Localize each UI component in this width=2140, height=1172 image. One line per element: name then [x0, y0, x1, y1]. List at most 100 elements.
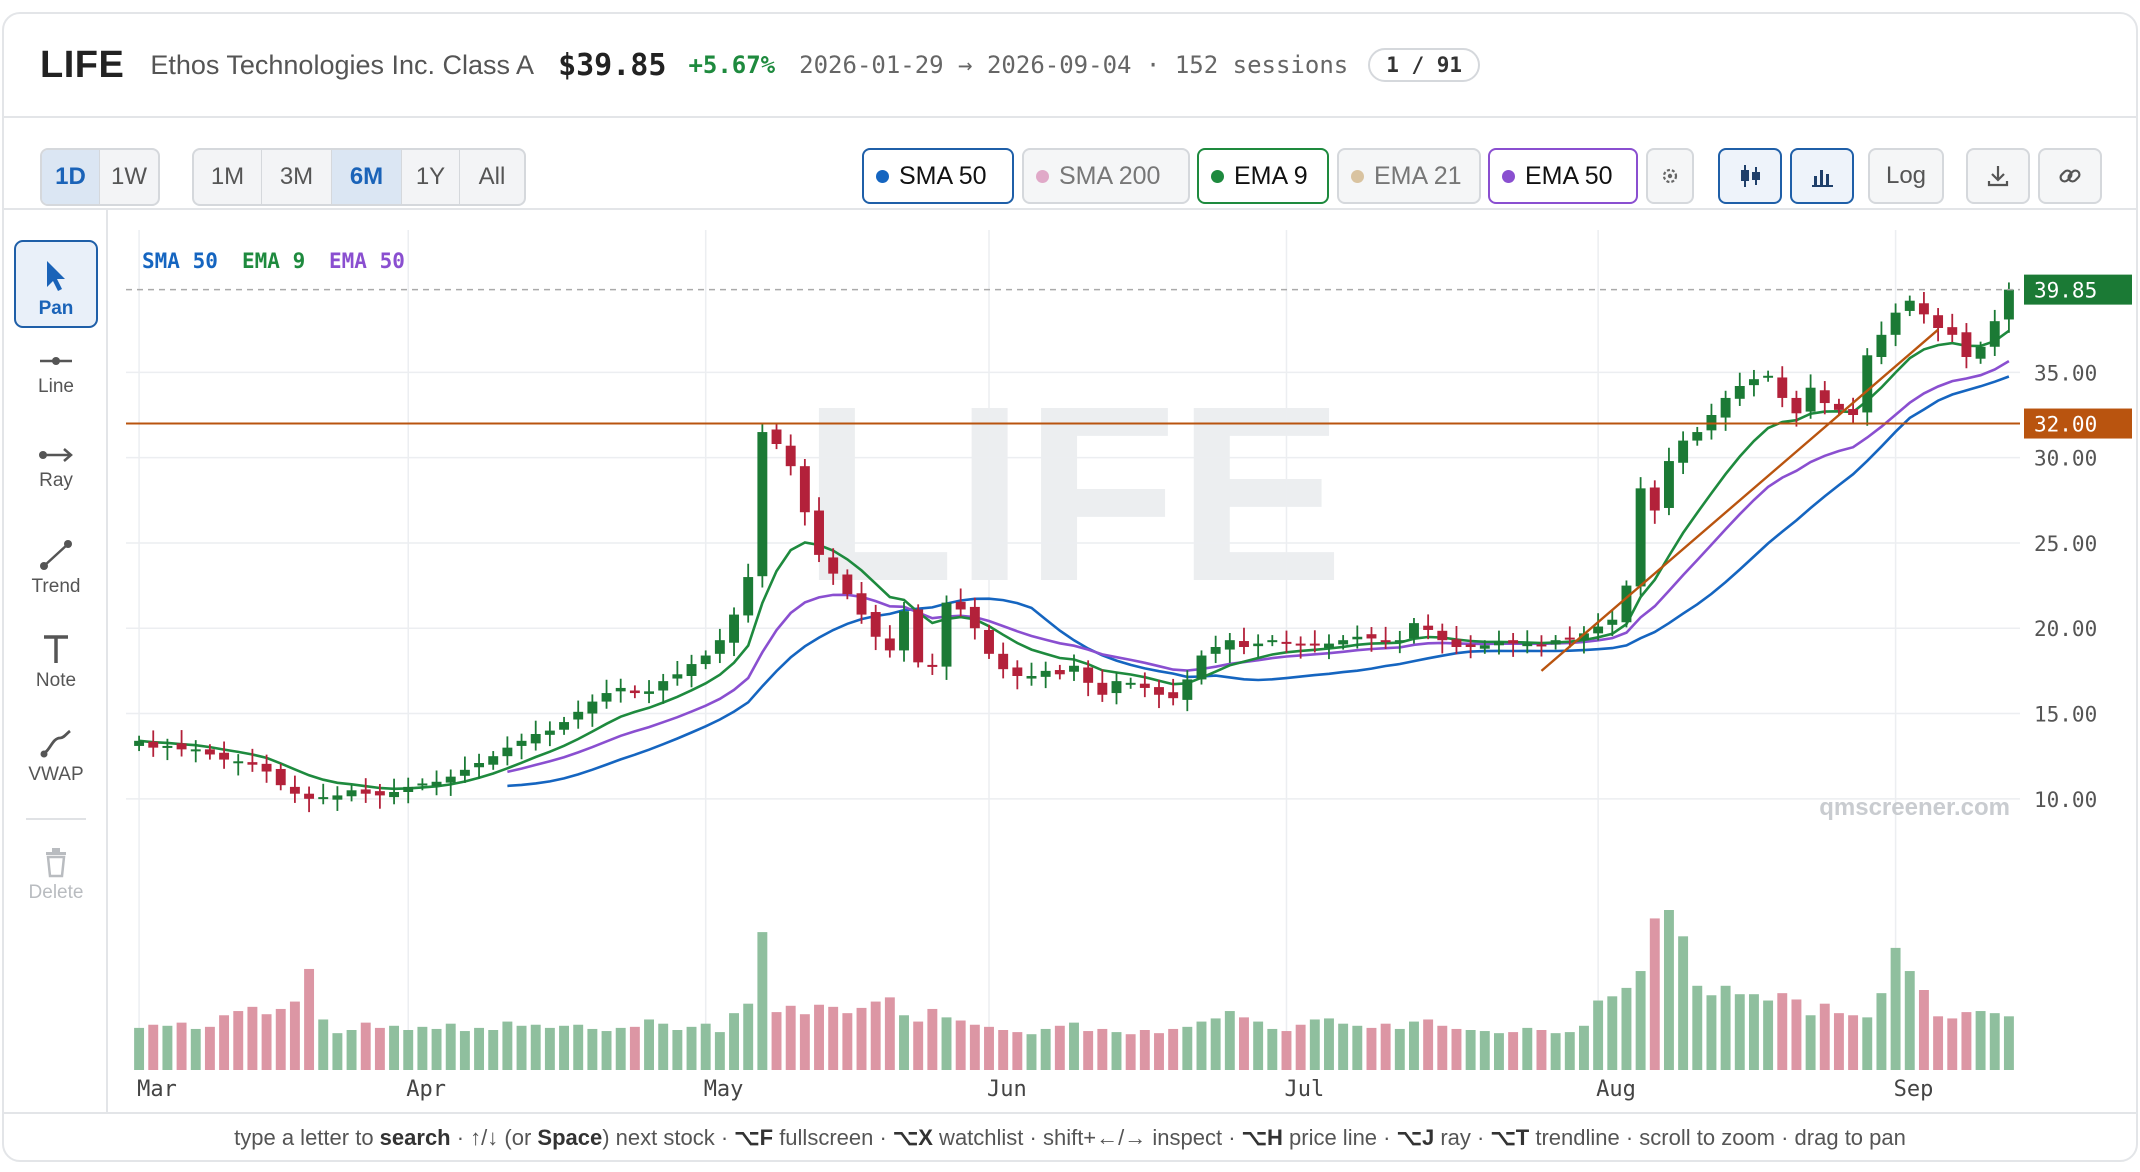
tool-line[interactable]: Line [14, 334, 98, 422]
interval-1w-button[interactable]: 1W [111, 163, 147, 190]
candle-body [162, 745, 173, 748]
volume-bar [1989, 1013, 2000, 1070]
range-1m-button[interactable]: 1M [194, 150, 262, 204]
price-chart[interactable]: LIFE 10.00 15.00 20.00 25.00 30.00 35.00 Mar Apr… [110, 210, 2138, 1110]
tool-note[interactable]: Note [14, 616, 98, 704]
candle-body [1890, 312, 1901, 335]
app-window: LIFE Ethos Technologies Inc. Class A $39… [2, 12, 2138, 1162]
candle-body [1239, 641, 1249, 647]
candle-body [1720, 397, 1731, 418]
volume-bar [1168, 1028, 1179, 1070]
volume-bar [1012, 1032, 1023, 1070]
candle-body [389, 792, 400, 798]
sma50-toggle[interactable]: SMA 50 [862, 148, 1014, 204]
candle-body [1267, 640, 1278, 643]
volume-bar [1139, 1030, 1150, 1070]
volume-bar [1975, 1011, 1986, 1070]
volume-bar [544, 1027, 555, 1070]
volume-bar [1763, 1000, 1774, 1070]
price-change: +5.67% [688, 51, 776, 79]
interval-1d-button[interactable]: 1D [42, 150, 100, 204]
download-button[interactable] [1966, 148, 2030, 204]
volume-bar [1607, 996, 1618, 1070]
ema50-toggle[interactable]: EMA 50 [1488, 148, 1638, 204]
volume-bar [644, 1019, 654, 1070]
candle-body [1494, 641, 1504, 646]
tool-trend-label: Trend [31, 576, 81, 597]
volume-bar [629, 1026, 640, 1070]
volume-bar [799, 1014, 810, 1070]
candle-body [1479, 645, 1490, 649]
candle-body [304, 793, 315, 799]
candle-body [856, 593, 867, 615]
ema9-toggle[interactable]: EMA 9 [1197, 148, 1329, 204]
range-1y-button[interactable]: 1Y [402, 150, 460, 204]
volume-bar [374, 1027, 385, 1070]
candle-body [1763, 375, 1774, 378]
volume-bar [1465, 1030, 1476, 1070]
volume-toggle-button[interactable] [1790, 148, 1854, 204]
volume-bar [1210, 1018, 1221, 1070]
tool-delete[interactable]: Delete [14, 830, 98, 918]
copy-link-button[interactable] [2038, 148, 2102, 204]
volume-bar [530, 1024, 541, 1070]
volume-bar [233, 1011, 244, 1070]
candle-body [1918, 303, 1929, 315]
volume-bar [204, 1026, 215, 1070]
volume-bar [1451, 1028, 1462, 1070]
candle-body [1508, 640, 1519, 644]
month-label: Jun [987, 1077, 1027, 1102]
y-tick-label: 10.00 [2034, 788, 2097, 812]
candlestick-mode-button[interactable] [1718, 148, 1782, 204]
volume-bar [1720, 985, 1731, 1070]
indicator-settings-button[interactable] [1646, 148, 1694, 204]
candle-body [502, 747, 513, 757]
range-6m-button[interactable]: 6M [332, 150, 402, 204]
source-watermark: qmscreener.com [1819, 794, 2010, 821]
hint-text: price line · [1282, 1125, 1397, 1150]
range-3m-button[interactable]: 3M [262, 150, 332, 204]
candle-body [1522, 643, 1533, 647]
sma50-line [507, 375, 2010, 788]
candle-body [374, 791, 385, 796]
candle-body [658, 681, 669, 691]
tool-vwap[interactable]: VWAP [14, 710, 98, 798]
candle-body [1083, 667, 1094, 683]
sma200-toggle[interactable]: SMA 200 [1022, 148, 1190, 204]
tool-pan[interactable]: Pan [14, 240, 98, 328]
ema50-line [507, 359, 2010, 774]
candle-body [1536, 644, 1547, 647]
tool-trend[interactable]: Trend [14, 522, 98, 610]
candle-body [1125, 682, 1136, 685]
candle-body [403, 786, 414, 792]
candle-body [1663, 461, 1674, 508]
tool-line-label: Line [38, 376, 74, 397]
ray-icon [39, 448, 73, 462]
volume-bar [814, 1004, 824, 1070]
range-all-button[interactable]: All [478, 163, 506, 190]
volume-bar [1876, 993, 1887, 1070]
watchlist-position[interactable]: 1 / 91 [1368, 48, 1481, 82]
candle-body [1989, 321, 2000, 347]
volume-bar [1324, 1018, 1334, 1070]
volume-bar [714, 1032, 725, 1070]
volume-bar [1947, 1018, 1958, 1070]
log-scale-button[interactable]: Log [1868, 148, 1944, 204]
tool-ray[interactable]: Ray [14, 428, 98, 516]
volume-bar [1040, 1028, 1051, 1070]
candle-body [1012, 667, 1023, 676]
volume-bar [134, 1027, 145, 1070]
ema21-toggle[interactable]: EMA 21 [1337, 148, 1481, 204]
hint-text: watchlist · shift+←/→ inspect · [932, 1125, 1242, 1150]
candle-body [601, 693, 612, 702]
volume-bar [1706, 995, 1717, 1070]
volume-bar [998, 1030, 1009, 1070]
candle-body [1394, 640, 1405, 643]
candle-body [1380, 640, 1391, 643]
candle-body [587, 701, 598, 714]
volume-bar [1196, 1021, 1207, 1070]
candle-body [672, 674, 683, 679]
header: LIFE Ethos Technologies Inc. Class A $39… [4, 14, 2136, 118]
tool-delete-label: Delete [28, 882, 84, 903]
volume-bar [1635, 971, 1646, 1070]
